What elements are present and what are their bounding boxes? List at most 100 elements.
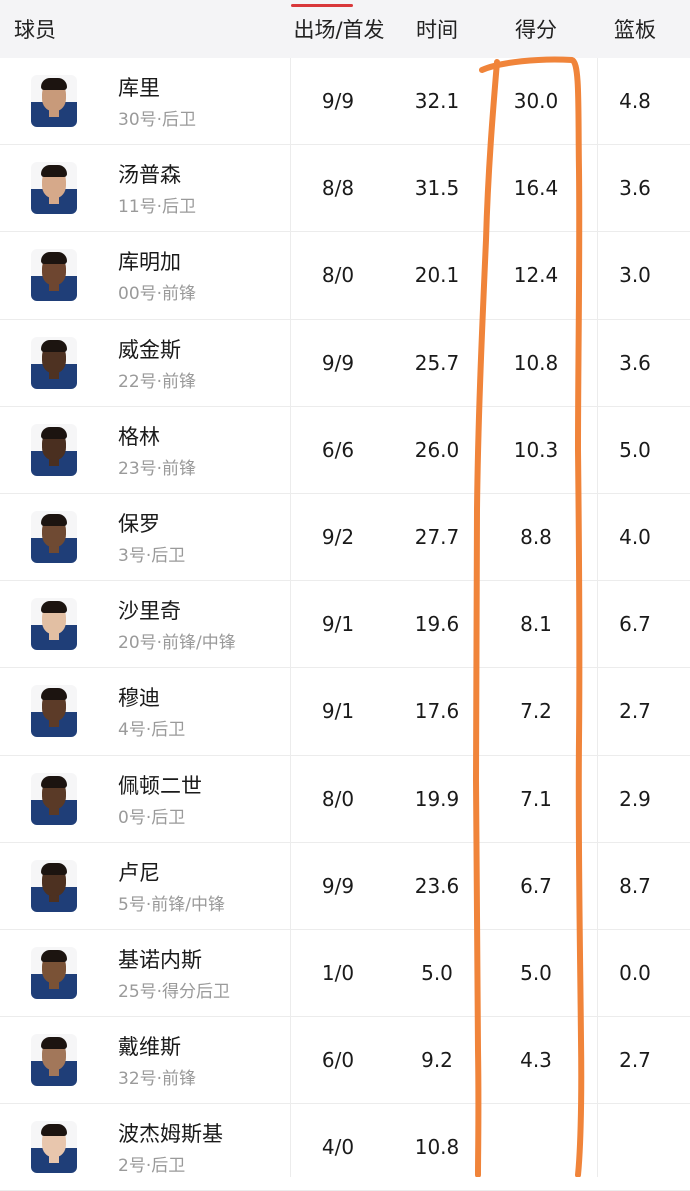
table-row[interactable]: 戴维斯 32号·前锋 6/0 9.2 4.3 2.7 — [0, 1017, 690, 1105]
rebounds-value: 3.0 — [619, 263, 651, 288]
games-starts-value: 8/8 — [321, 176, 355, 201]
column-header-minutes[interactable]: 时间 — [416, 18, 458, 42]
player-name[interactable]: 卢尼 — [118, 860, 160, 885]
rebounds-value: 2.7 — [619, 699, 651, 724]
table-row[interactable]: 格林 23号·前锋 6/6 26.0 10.3 5.0 — [0, 407, 690, 494]
player-headshot-icon — [31, 1034, 77, 1087]
rebounds-value: 4.8 — [619, 89, 651, 113]
player-number-position: 0号·后卫 — [118, 807, 186, 828]
points-value: 10.8 — [513, 350, 559, 375]
player-number-position: 25号·得分后卫 — [118, 981, 231, 1002]
minutes-value: 10.8 — [414, 1135, 460, 1160]
minutes-value: 25.7 — [414, 350, 460, 375]
player-name[interactable]: 沙里奇 — [118, 599, 181, 624]
player-name[interactable]: 威金斯 — [118, 337, 181, 362]
table-row[interactable]: 卢尼 5号·前锋/中锋 9/9 23.6 6.7 8.7 — [0, 843, 690, 930]
player-headshot-icon — [31, 772, 77, 825]
rebounds-value: 2.7 — [619, 1048, 651, 1073]
table-row[interactable]: 库明加 00号·前锋 8/0 20.1 12.4 3.0 — [0, 232, 690, 320]
table-row[interactable]: 基诺内斯 25号·得分后卫 1/0 5.0 5.0 0.0 — [0, 930, 690, 1018]
column-divider — [597, 58, 598, 1177]
minutes-value: 23.6 — [414, 873, 460, 898]
minutes-value: 5.0 — [421, 960, 453, 985]
points-value: 12.4 — [513, 263, 559, 288]
points-value: 7.1 — [520, 786, 552, 811]
player-number-position: 00号·前锋 — [118, 284, 197, 305]
table-row[interactable]: 沙里奇 20号·前锋/中锋 9/1 19.6 8.1 6.7 — [0, 581, 690, 669]
player-headshot-icon — [31, 946, 77, 999]
minutes-value: 9.2 — [421, 1048, 453, 1073]
games-starts-value: 8/0 — [321, 786, 355, 811]
points-value: 4.3 — [520, 1048, 552, 1073]
rebounds-value — [590, 1104, 680, 1190]
player-number-position: 5号·前锋/中锋 — [118, 894, 225, 915]
minutes-value: 20.1 — [414, 263, 460, 288]
stats-table-header: 球员 出场/首发 时间 得分 篮板 — [0, 0, 690, 58]
minutes-value: 32.1 — [414, 89, 460, 113]
player-name[interactable]: 库里 — [118, 76, 160, 100]
player-headshot-icon — [31, 1121, 77, 1174]
points-value: 30.0 — [513, 89, 559, 113]
minutes-value: 26.0 — [414, 437, 460, 462]
minutes-value: 17.6 — [414, 699, 460, 724]
points-value: 7.2 — [520, 699, 552, 724]
rebounds-value: 3.6 — [619, 176, 651, 201]
games-starts-value: 4/0 — [321, 1135, 355, 1160]
table-row[interactable]: 佩顿二世 0号·后卫 8/0 19.9 7.1 2.9 — [0, 756, 690, 843]
table-row[interactable]: 穆迪 4号·后卫 9/1 17.6 7.2 2.7 — [0, 668, 690, 756]
points-value: 5.0 — [520, 960, 552, 985]
rebounds-value: 3.6 — [619, 350, 651, 375]
player-headshot-icon — [31, 859, 77, 912]
rebounds-value: 4.0 — [619, 524, 651, 549]
player-number-position: 32号·前锋 — [118, 1069, 197, 1090]
sort-indicator — [291, 4, 353, 7]
player-headshot-icon — [31, 249, 77, 302]
points-value: 8.8 — [520, 524, 552, 549]
games-starts-value: 6/6 — [321, 437, 355, 462]
table-row[interactable]: 威金斯 22号·前锋 9/9 25.7 10.8 3.6 — [0, 320, 690, 407]
player-name[interactable]: 戴维斯 — [118, 1035, 181, 1060]
player-number-position: 20号·前锋/中锋 — [118, 633, 236, 654]
table-row[interactable]: 库里 30号·后卫 9/9 32.1 30.0 4.8 — [0, 58, 690, 146]
player-headshot-icon — [31, 336, 77, 389]
games-starts-value: 1/0 — [321, 960, 355, 985]
player-name[interactable]: 波杰姆斯基 — [118, 1122, 223, 1147]
player-stats-list: 库里 30号·后卫 9/9 32.1 30.0 4.8 汤普森 11号·后卫 8/8 31.5 16… — [0, 58, 690, 1191]
column-divider — [290, 58, 291, 1177]
points-value: 8.1 — [520, 612, 552, 637]
games-starts-value: 9/9 — [321, 89, 355, 113]
rebounds-value: 0.0 — [619, 960, 651, 985]
games-starts-value: 9/2 — [321, 524, 355, 549]
points-value: 10.3 — [513, 437, 559, 462]
player-name[interactable]: 汤普森 — [118, 163, 181, 188]
player-headshot-icon — [31, 423, 77, 476]
points-value: 6.7 — [520, 873, 552, 898]
column-header-rebounds[interactable]: 篮板 — [614, 18, 656, 42]
games-starts-value: 9/9 — [321, 350, 355, 375]
games-starts-value: 9/1 — [321, 612, 355, 637]
player-name[interactable]: 库明加 — [118, 250, 181, 275]
minutes-value: 19.9 — [414, 786, 460, 811]
player-headshot-icon — [31, 510, 77, 563]
player-name[interactable]: 格林 — [118, 424, 160, 449]
points-value: 16.4 — [513, 176, 559, 201]
column-header-points[interactable]: 得分 — [515, 18, 557, 42]
minutes-value: 27.7 — [414, 524, 460, 549]
player-number-position: 3号·后卫 — [118, 545, 186, 566]
rebounds-value: 2.9 — [619, 786, 651, 811]
player-name[interactable]: 基诺内斯 — [118, 947, 202, 972]
player-name[interactable]: 保罗 — [118, 511, 160, 536]
player-headshot-icon — [31, 162, 77, 215]
table-row[interactable]: 汤普森 11号·后卫 8/8 31.5 16.4 3.6 — [0, 145, 690, 233]
games-starts-value: 9/1 — [321, 699, 355, 724]
table-row[interactable]: 保罗 3号·后卫 9/2 27.7 8.8 4.0 — [0, 494, 690, 582]
player-number-position: 4号·后卫 — [118, 720, 186, 741]
player-headshot-icon — [31, 75, 77, 127]
player-name[interactable]: 佩顿二世 — [118, 773, 202, 798]
table-row[interactable]: 波杰姆斯基 2号·后卫 4/0 10.8 — [0, 1104, 690, 1191]
player-number-position: 22号·前锋 — [118, 371, 197, 392]
rebounds-value: 8.7 — [619, 873, 651, 898]
rebounds-value: 6.7 — [619, 612, 651, 637]
column-header-games-starts[interactable]: 出场/首发 — [293, 18, 385, 42]
player-name[interactable]: 穆迪 — [118, 686, 160, 711]
